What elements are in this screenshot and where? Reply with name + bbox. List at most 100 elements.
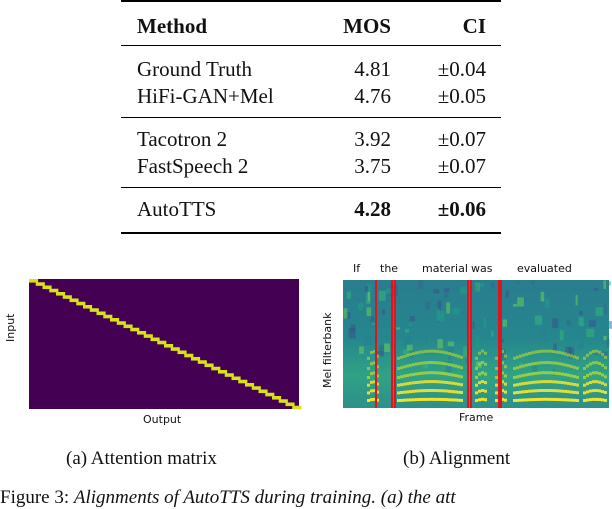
spectrogram-harmonic xyxy=(442,398,445,401)
spectrogram-harmonic xyxy=(592,380,595,383)
spectrogram-texture xyxy=(407,345,413,351)
spectrogram-harmonic xyxy=(598,351,601,354)
spectrogram-harmonic xyxy=(531,362,534,365)
spectrogram-texture xyxy=(552,318,558,328)
spectrogram-harmonic xyxy=(525,390,528,393)
spectrogram-harmonic xyxy=(478,373,481,376)
spectrogram-harmonic xyxy=(484,398,487,401)
spectrogram-harmonic xyxy=(549,380,552,383)
spectrogram-harmonic xyxy=(546,398,549,401)
spectrogram-texture xyxy=(419,280,424,289)
spectrogram-texture xyxy=(433,289,439,293)
spectrogram-harmonic xyxy=(516,399,519,402)
attention-cell xyxy=(171,347,180,351)
spectrogram-harmonic xyxy=(519,399,522,402)
figure-caption-text: Alignments of AutoTTS during training. (… xyxy=(74,487,456,508)
spectrogram-texture xyxy=(541,292,545,302)
spectrogram-texture xyxy=(410,316,415,321)
spectrogram-harmonic xyxy=(495,357,498,360)
attention-cell xyxy=(97,312,106,316)
spectrogram-harmonic xyxy=(445,398,448,401)
attention-figure: Input Output xyxy=(0,270,310,445)
spectrogram-harmonic xyxy=(534,398,537,401)
spectrogram-harmonic xyxy=(397,384,400,387)
spectrogram-harmonic xyxy=(546,350,549,353)
spectrogram-harmonic xyxy=(592,371,595,374)
spectrogram-harmonic xyxy=(439,389,442,392)
spectrogram-harmonic xyxy=(370,362,373,365)
spectrogram-harmonic xyxy=(445,390,448,393)
spectrogram-harmonic xyxy=(504,355,507,358)
spectrogram-harmonic xyxy=(552,350,555,353)
spectrogram-harmonic xyxy=(430,361,433,364)
spectrogram-harmonic xyxy=(439,372,442,375)
spectrogram-harmonic xyxy=(406,390,409,393)
spectrogram-texture xyxy=(446,302,450,313)
spectrogram-harmonic xyxy=(598,372,601,375)
spectrogram-harmonic xyxy=(451,382,454,385)
spectrogram-texture xyxy=(384,343,390,352)
spectrogram-harmonic xyxy=(424,389,427,392)
mos-cell: 4.28 xyxy=(354,196,391,222)
attention-cell xyxy=(63,295,72,299)
spectrogram-harmonic xyxy=(570,399,573,402)
spectrogram-harmonic xyxy=(592,361,595,364)
spectrogram-harmonic xyxy=(421,380,424,383)
spectrogram-harmonic xyxy=(573,375,576,378)
spectrogram-harmonic xyxy=(531,351,534,354)
spectrogram-texture xyxy=(351,325,356,333)
spectrogram-texture xyxy=(367,307,372,316)
spectrogram-harmonic xyxy=(418,351,421,354)
spectrogram-harmonic xyxy=(433,380,436,383)
spectrogram-harmonic xyxy=(409,364,412,367)
spectrogram-harmonic xyxy=(540,389,543,392)
spectrogram-harmonic xyxy=(481,361,484,364)
spectrogram-harmonic xyxy=(495,384,498,387)
spectrogram-harmonic xyxy=(433,371,436,374)
spectrogram-harmonic xyxy=(549,371,552,374)
spectrogram-harmonic xyxy=(583,357,586,360)
spectrogram-harmonic xyxy=(439,380,442,383)
spectrogram-harmonic xyxy=(367,367,370,370)
spectrogram-harmonic xyxy=(583,376,586,379)
spectrogram-harmonic xyxy=(576,367,579,370)
spectrogram-harmonic xyxy=(430,371,433,374)
spectrogram-harmonic xyxy=(561,373,564,376)
spectrogram-harmonic xyxy=(589,390,592,393)
spectrogram-harmonic xyxy=(586,399,589,402)
spectrogram-harmonic xyxy=(412,363,415,366)
spectrogram-harmonic xyxy=(540,380,543,383)
spectrogram-harmonic xyxy=(516,391,519,394)
spectrogram-harmonic xyxy=(436,350,439,353)
attention-cell xyxy=(184,354,193,358)
spectrogram-harmonic xyxy=(454,390,457,393)
spectrogram-harmonic xyxy=(433,350,436,353)
spectrogram-harmonic xyxy=(537,350,540,353)
spectrogram-harmonic xyxy=(552,372,555,375)
spectrogram-harmonic xyxy=(370,351,373,354)
spectrogram-harmonic xyxy=(516,383,519,386)
spectrogram-harmonic xyxy=(439,362,442,365)
spectrogram-harmonic xyxy=(537,398,540,401)
spectrogram-texture xyxy=(463,346,467,357)
spectrogram-harmonic xyxy=(406,399,409,402)
spectrogram-harmonic xyxy=(528,398,531,401)
spectrogram-harmonic xyxy=(558,372,561,375)
spectrogram-harmonic xyxy=(516,356,519,359)
spectrogram-harmonic xyxy=(457,355,460,358)
spectrogram-harmonic xyxy=(567,399,570,402)
spectrogram-harmonic xyxy=(457,391,460,394)
attention-cell xyxy=(144,334,153,338)
spectrogram-harmonic xyxy=(598,389,601,392)
spectrogram-texture xyxy=(579,317,584,326)
attention-cell xyxy=(137,331,146,335)
attention-cell xyxy=(211,367,220,371)
spectrogram-harmonic xyxy=(484,363,487,366)
spectrogram-harmonic xyxy=(504,365,507,368)
spectrogram-harmonic xyxy=(513,384,516,387)
spectrogram-texture xyxy=(532,366,538,371)
spectrogram-harmonic xyxy=(549,350,552,353)
spectrogram-harmonic xyxy=(586,374,589,377)
spectrogram-harmonic xyxy=(595,371,598,374)
attention-cell xyxy=(90,308,99,312)
